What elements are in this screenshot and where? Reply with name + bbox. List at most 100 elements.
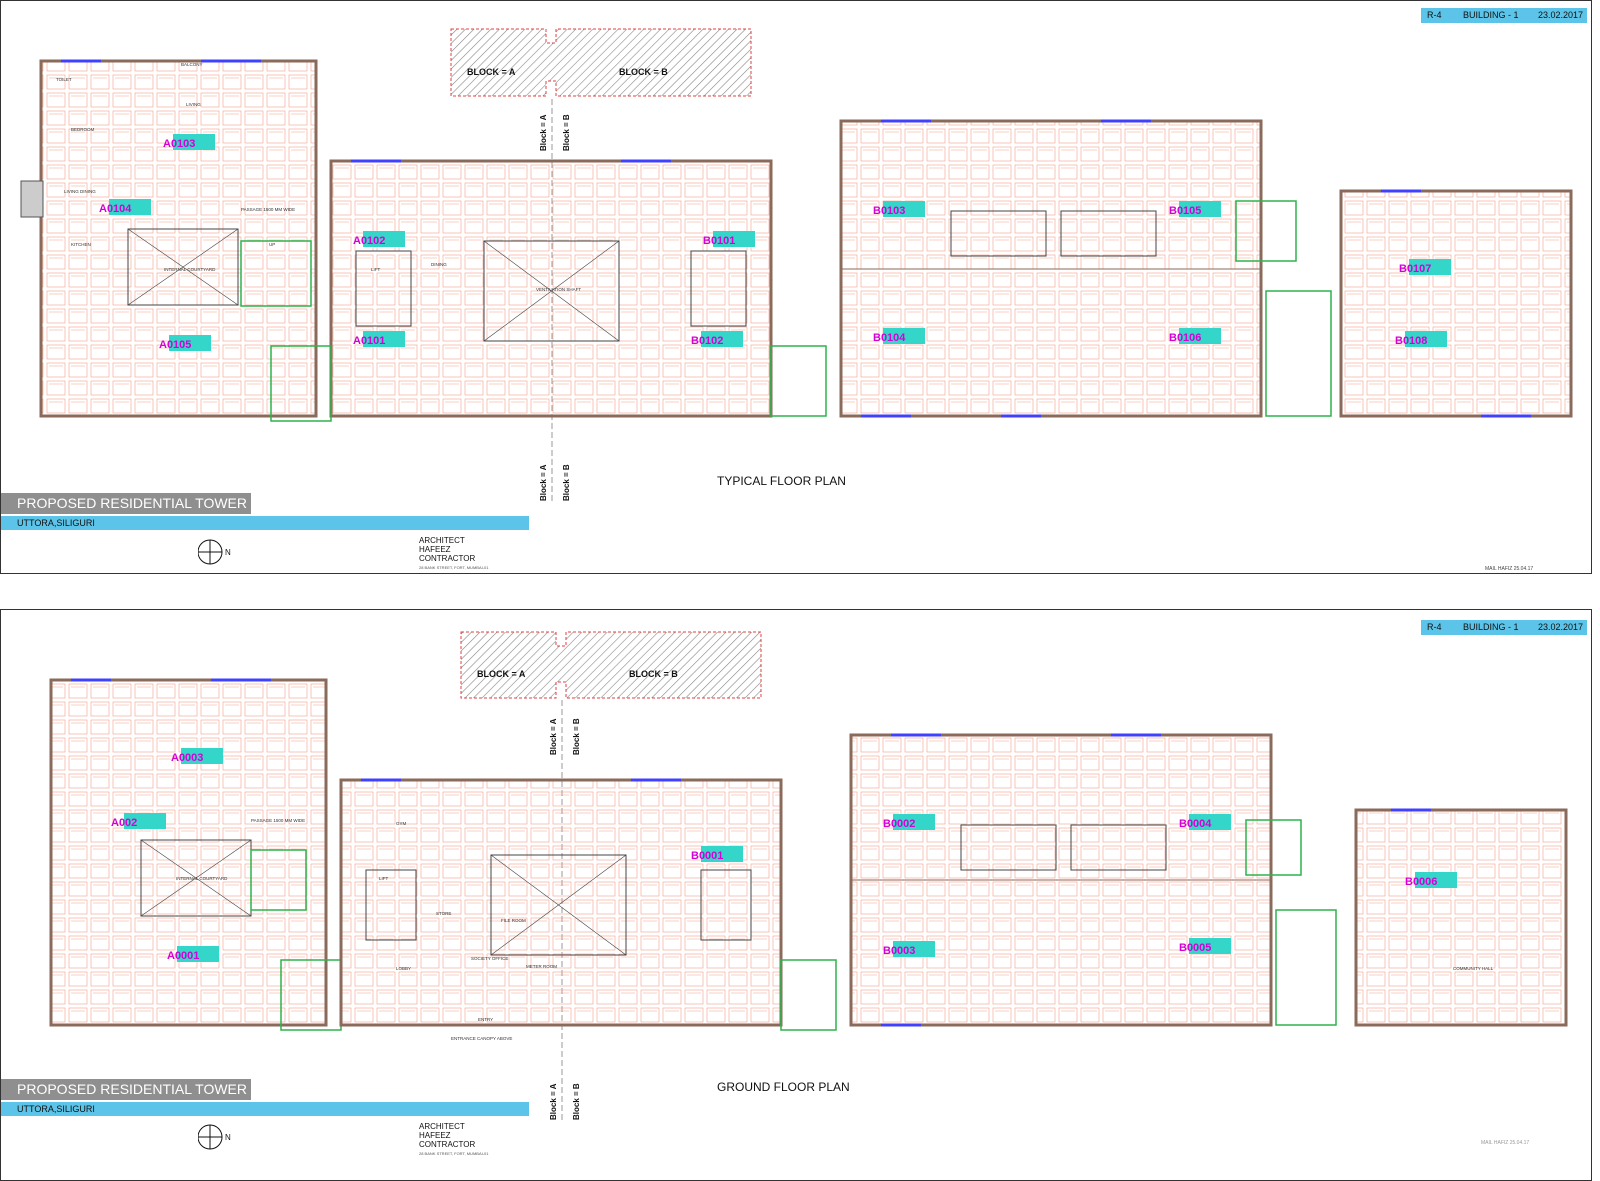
key-plan-outline [450,28,752,97]
building-label: BUILDING - 1 [1463,10,1519,20]
project-location: UTTORA,SILIGURI [1,1102,529,1116]
unit-tag: B0002 [883,814,935,830]
svg-text:N: N [225,548,231,557]
svg-text:COMMUNITY HALL: COMMUNITY HALL [1453,966,1494,971]
north-arrow-icon: N [197,1122,240,1157]
typical-floor-plan-drawing: BLOCK = A BLOCK = B Block = A Block = B … [20,28,1573,501]
drawing-code: R-4 [1427,622,1442,632]
svg-text:B0108: B0108 [1395,335,1427,347]
unit-tag: B0104 [873,328,925,344]
svg-text:LIFT: LIFT [379,876,389,881]
svg-text:A0001: A0001 [167,950,199,962]
architect-block: ARCHITECT HAFEEZ CONTRACTOR 28 BANK STRE… [419,536,489,572]
unit-tag: B0103 [873,201,925,217]
key-plan-block-b: BLOCK = B [619,67,668,77]
unit-tag: A002 [111,813,166,829]
svg-text:LIFT: LIFT [371,267,381,272]
architect-line-3: CONTRACTOR [419,1140,476,1149]
key-plan-block-a: BLOCK = A [467,67,516,77]
svg-text:INTERNAL COURTYARD: INTERNAL COURTYARD [164,267,216,272]
svg-text:A0101: A0101 [353,335,385,347]
svg-text:PASSAGE 1500 MM WIDE: PASSAGE 1500 MM WIDE [241,207,295,212]
drawing-code: R-4 [1427,10,1442,20]
unit-tags: A0103 A0104 A0102 A0101 A0105 B0101 B010… [99,134,1451,351]
unit-tag: A0105 [159,335,211,351]
block-b-wing [849,733,1568,1027]
unit-tag: A0101 [353,331,405,347]
ground-floor-plan-drawing: BLOCK = A BLOCK = B Block = A Block = B … [49,631,1568,1120]
svg-text:B0107: B0107 [1399,263,1431,275]
svg-text:N: N [225,1133,231,1142]
svg-text:DINING: DINING [431,262,447,267]
drawing-date: 23.02.2017 [1537,10,1583,20]
title-block-header: R-4 BUILDING - 1 23.02.2017 [1421,8,1587,23]
svg-text:B0106: B0106 [1169,332,1201,344]
unit-tag: B0004 [1179,814,1231,830]
section-label-lower-a: Block = A [539,464,548,501]
unit-tag: A0001 [167,946,219,962]
key-plan-block-b: BLOCK = B [629,669,678,679]
section-label-lower-b: Block = B [562,464,571,501]
sheet-ground-floor: R-4 BUILDING - 1 23.02.2017 BLOCK = A BL… [0,609,1592,1181]
svg-text:GYM: GYM [396,821,407,826]
svg-text:UP: UP [269,242,275,247]
section-label-lower-b: Block = B [572,1083,581,1120]
section-label-upper-b: Block = B [572,718,581,755]
north-arrow-icon: N [197,537,240,572]
unit-tag: A0103 [163,134,215,150]
unit-tag: A0102 [353,231,405,247]
window-marks [61,59,1531,418]
key-plan: BLOCK = A BLOCK = B [450,28,752,97]
svg-text:LIVING DINING: LIVING DINING [64,189,96,194]
svg-text:ENTRY: ENTRY [478,1017,493,1022]
svg-text:B0005: B0005 [1179,942,1211,954]
architect-line-1: ARCHITECT [419,1122,465,1131]
block-b-wing [839,119,1573,418]
svg-text:B0001: B0001 [691,850,723,862]
window-marks [71,678,1431,1027]
svg-text:B0102: B0102 [691,335,723,347]
architect-address: 28 BANK STREET, FORT, MUMBAI-01 [419,1151,489,1156]
unit-tag: A0003 [171,748,223,764]
section-label-upper-a: Block = A [539,114,548,151]
signature: MAIL HAFIZ 25.04.17 [1485,566,1534,572]
unit-tag: B0003 [883,941,935,957]
svg-text:PASSAGE 1500 MM WIDE: PASSAGE 1500 MM WIDE [251,818,305,823]
unit-tag: A0104 [99,199,151,215]
unit-tag: B0006 [1405,872,1457,888]
svg-text:BALCONY: BALCONY [181,62,203,67]
building-label: BUILDING - 1 [1463,622,1519,632]
svg-text:B0006: B0006 [1405,876,1437,888]
key-plan-block-a: BLOCK = A [477,669,526,679]
svg-text:B0004: B0004 [1179,818,1212,830]
section-label-upper-a: Block = A [549,718,558,755]
svg-text:B0104: B0104 [873,332,906,344]
svg-text:A002: A002 [111,817,137,829]
plan-title: GROUND FLOOR PLAN [717,1080,850,1094]
unit-tag: B0001 [691,846,743,862]
project-location: UTTORA,SILIGURI [1,516,529,530]
plan-title: TYPICAL FLOOR PLAN [717,474,846,488]
svg-text:ENTRANCE CANOPY ABOVE: ENTRANCE CANOPY ABOVE [451,1036,512,1041]
signature: MAIL HAFIZ 25.04.17 [1481,1140,1530,1146]
svg-text:METER ROOM: METER ROOM [526,964,557,969]
unit-tag: B0108 [1395,331,1447,347]
svg-text:A0103: A0103 [163,138,195,150]
svg-text:B0105: B0105 [1169,205,1201,217]
section-label-lower-a: Block = A [549,1083,558,1120]
unit-tag: B0102 [691,331,743,347]
central-core [270,159,827,422]
svg-text:B0002: B0002 [883,818,915,830]
unit-tag: B0101 [703,231,755,247]
block-a-wing [49,678,342,1031]
svg-text:A0003: A0003 [171,752,203,764]
architect-line-1: ARCHITECT [419,536,465,545]
project-title: PROPOSED RESIDENTIAL TOWER [1,1079,251,1100]
room-labels: TOILET BEDROOM LIVING KITCHEN LIVING DIN… [56,62,581,292]
section-label-upper-b: Block = B [562,114,571,151]
svg-text:SOCIETY OFFICE: SOCIETY OFFICE [471,956,508,961]
svg-text:LOBBY: LOBBY [396,966,411,971]
title-block-header: R-4 BUILDING - 1 23.02.2017 [1421,620,1587,635]
drawing-date: 23.02.2017 [1537,622,1583,632]
unit-tag: B0005 [1179,938,1231,954]
